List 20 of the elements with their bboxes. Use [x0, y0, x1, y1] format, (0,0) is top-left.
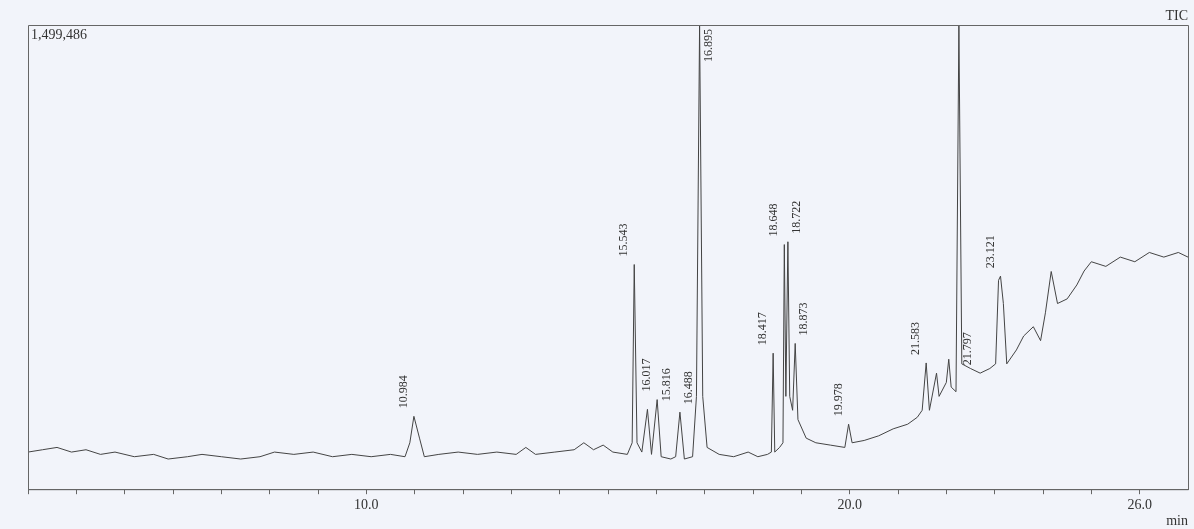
x-axis-title: min — [1166, 512, 1188, 528]
x-tick-label: 20.0 — [837, 497, 862, 513]
annotation: 16.017 — [639, 358, 654, 392]
annotation: 1,499,486 — [31, 26, 87, 42]
annotation: 15.816 — [658, 368, 673, 402]
annotation: 18.722 — [789, 200, 804, 234]
annotation: 18.648 — [766, 203, 781, 237]
annotation: 15.543 — [616, 223, 631, 257]
annotation: 16.895 — [700, 29, 715, 62]
text: TIC — [1165, 7, 1188, 23]
annotation: 19.978 — [830, 383, 845, 417]
annotation: 18.873 — [796, 302, 811, 336]
annotation: 21.583 — [908, 321, 923, 355]
x-tick-label: 26.0 — [1127, 497, 1152, 513]
annotation: 21.797 — [959, 332, 974, 366]
x-tick-label: 10.0 — [354, 497, 379, 513]
annotation: 10.984 — [396, 375, 411, 409]
annotation: 18.417 — [755, 312, 770, 346]
annotation: 16.488 — [681, 371, 696, 405]
annotation: 23.121 — [982, 235, 997, 269]
